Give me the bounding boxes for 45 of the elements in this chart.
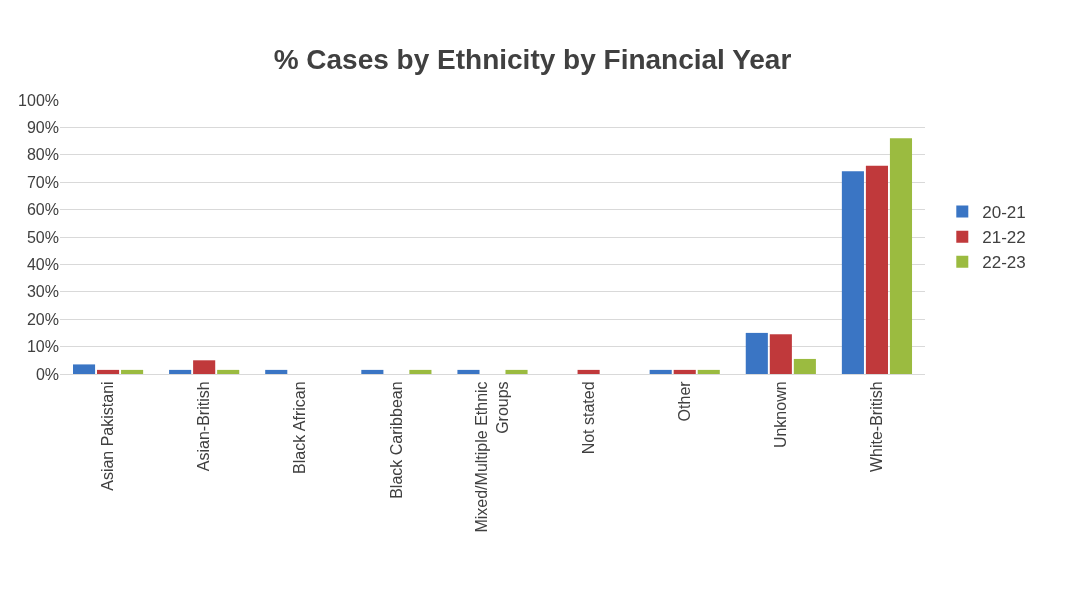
chart-title: % Cases by Ethnicity by Financial Year [273, 43, 792, 75]
x-tick-label: White-British [868, 381, 886, 473]
bar [72, 364, 96, 374]
y-tick-label: 30% [26, 283, 59, 301]
bar [793, 358, 816, 374]
y-tick-label: 70% [26, 173, 59, 191]
y-tick-label: 10% [26, 338, 59, 356]
bar [457, 369, 480, 374]
y-tick-label: 0% [35, 365, 59, 383]
bar [889, 138, 913, 374]
bar [769, 334, 792, 374]
bar [217, 369, 240, 374]
y-tick-label: 60% [26, 201, 59, 219]
y-tick-label: 40% [26, 256, 59, 273]
y-tick-label: 100% [18, 91, 59, 109]
x-tick-label: Other [675, 380, 693, 422]
x-tick-label: Not stated [579, 381, 597, 455]
bar [697, 369, 720, 374]
bar [673, 369, 696, 374]
y-tick-label: 90% [26, 119, 59, 136]
bar [169, 369, 192, 374]
y-tick-label: 50% [26, 228, 59, 246]
bar [865, 165, 888, 374]
bar [841, 171, 864, 374]
bar [577, 369, 600, 374]
x-tick-label: Black Caribbean [387, 381, 405, 499]
y-tick-label: 20% [26, 310, 59, 328]
legend-label: 22-23 [982, 253, 1026, 273]
x-tick-label: Black African [291, 381, 309, 474]
bar [97, 369, 120, 374]
bar [265, 369, 288, 374]
x-tick-label: Asian Pakistani [99, 381, 117, 491]
legend-label: 20-21 [982, 203, 1026, 223]
bar [649, 369, 672, 374]
x-tick-label: Asian-British [195, 381, 213, 472]
x-tick-label: Unknown [772, 381, 790, 449]
y-tick-label: 80% [26, 146, 59, 164]
bar [193, 360, 216, 374]
bar [505, 369, 528, 374]
bar [745, 332, 768, 374]
bar [121, 369, 144, 374]
x-tick-label: Mixed/Multiple Ethnic Groups [473, 381, 512, 533]
legend-label: 21-22 [982, 228, 1026, 248]
bar [361, 369, 384, 374]
bar [409, 369, 432, 374]
